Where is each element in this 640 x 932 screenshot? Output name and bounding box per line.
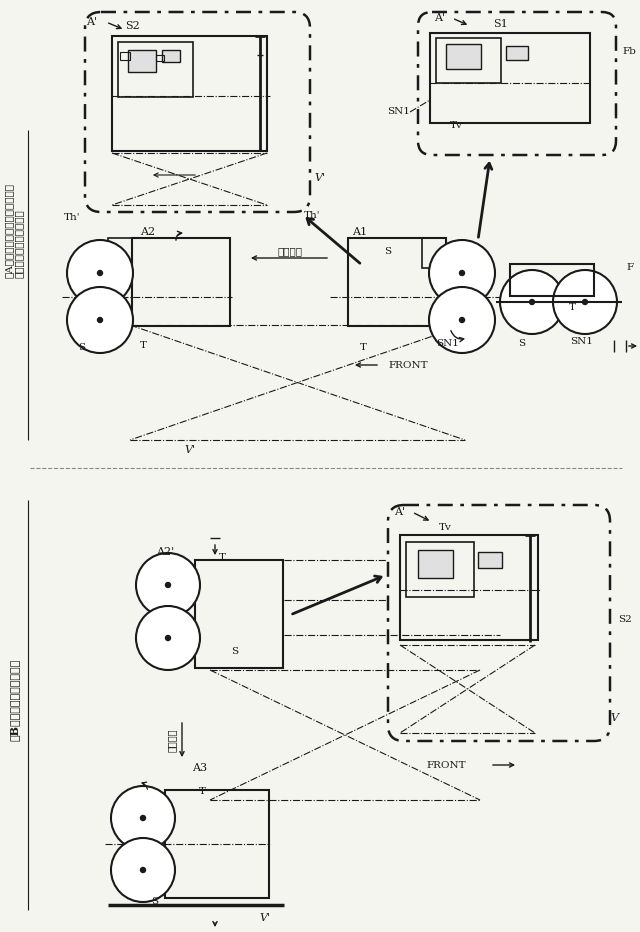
Circle shape	[67, 240, 133, 306]
Circle shape	[111, 786, 175, 850]
Text: 走行方向: 走行方向	[278, 248, 303, 256]
Text: T: T	[360, 344, 367, 352]
Bar	[418, 550, 453, 578]
Text: A3: A3	[193, 763, 207, 773]
Text: A1: A1	[353, 227, 367, 237]
Circle shape	[429, 287, 495, 353]
Text: S2: S2	[125, 21, 140, 31]
Bar	[156, 55, 164, 61]
Circle shape	[166, 582, 170, 587]
Circle shape	[460, 318, 465, 322]
Circle shape	[166, 636, 170, 640]
Bar	[120, 52, 130, 60]
Bar	[112, 36, 267, 151]
Text: Tv: Tv	[438, 524, 451, 532]
Text: A2': A2'	[156, 547, 174, 557]
Bar	[510, 264, 594, 296]
Circle shape	[136, 606, 200, 670]
Circle shape	[111, 838, 175, 902]
Text: S: S	[232, 648, 239, 656]
Text: SN1: SN1	[387, 107, 410, 116]
Text: A': A'	[86, 17, 97, 27]
Text: T: T	[218, 554, 225, 563]
Text: V': V'	[184, 445, 195, 455]
Bar	[165, 790, 269, 898]
Text: A': A'	[394, 507, 406, 517]
Circle shape	[97, 270, 102, 276]
Circle shape	[136, 553, 200, 617]
Text: Th': Th'	[64, 213, 80, 223]
Circle shape	[529, 299, 534, 305]
Text: T: T	[568, 304, 575, 312]
Bar	[506, 46, 528, 60]
Circle shape	[97, 318, 102, 322]
Text: V: V	[610, 713, 618, 723]
Bar	[162, 50, 180, 62]
Text: （B）箱状物の後面洗浄時: （B）箱状物の後面洗浄時	[8, 659, 19, 741]
Circle shape	[582, 299, 588, 305]
Circle shape	[67, 287, 133, 353]
Bar	[132, 238, 230, 326]
Text: S1: S1	[493, 19, 508, 29]
Circle shape	[141, 868, 145, 872]
Text: FRONT: FRONT	[388, 361, 428, 369]
Bar	[478, 552, 502, 568]
Text: V': V'	[314, 173, 326, 183]
Bar	[422, 238, 446, 268]
Bar	[128, 50, 156, 72]
Text: T: T	[198, 788, 205, 797]
Text: A2: A2	[140, 227, 156, 237]
Text: S2: S2	[618, 615, 632, 624]
Text: S: S	[518, 339, 525, 349]
Bar	[348, 238, 446, 326]
Circle shape	[460, 270, 465, 276]
Text: Th': Th'	[304, 211, 320, 220]
Text: S: S	[385, 248, 392, 256]
Bar	[446, 44, 481, 69]
Text: V': V'	[259, 913, 271, 923]
Text: SN1: SN1	[571, 337, 593, 347]
Text: FRONT: FRONT	[426, 761, 466, 770]
Text: Tv: Tv	[449, 121, 463, 130]
Bar	[118, 42, 193, 97]
Text: S: S	[152, 898, 159, 907]
Text: SN1: SN1	[436, 339, 460, 349]
Bar	[108, 238, 132, 268]
Text: A': A'	[435, 13, 445, 23]
Bar	[195, 560, 283, 668]
Text: Fb: Fb	[622, 48, 636, 57]
Text: S: S	[79, 344, 86, 352]
Bar	[400, 535, 538, 640]
Bar	[436, 38, 501, 83]
Circle shape	[429, 240, 495, 306]
Text: T: T	[140, 341, 147, 350]
Text: （A）箱状物（発電機等）の左側
　　の側面・上面洗浄時: （A）箱状物（発電機等）の左側 の側面・上面洗浄時	[4, 183, 24, 278]
Circle shape	[553, 270, 617, 334]
Circle shape	[141, 816, 145, 820]
Bar	[406, 542, 474, 597]
Text: 走行方向: 走行方向	[168, 728, 177, 752]
Text: F: F	[626, 264, 633, 272]
Circle shape	[500, 270, 564, 334]
Bar	[430, 33, 590, 123]
